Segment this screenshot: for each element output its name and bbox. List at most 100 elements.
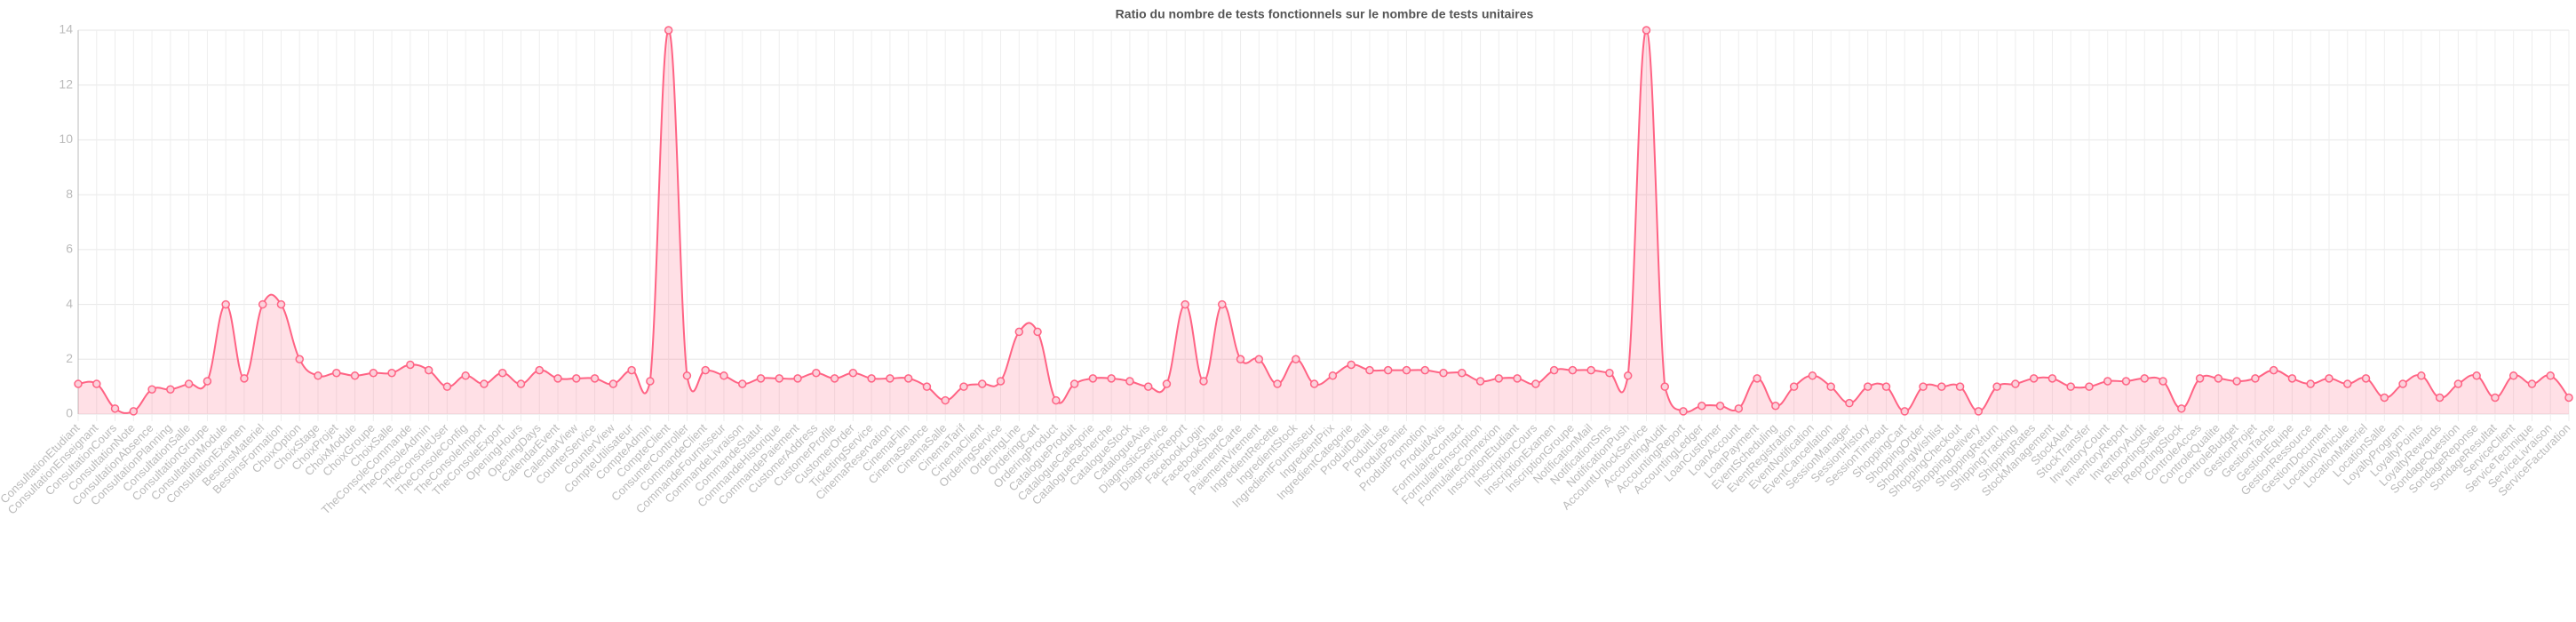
point — [737, 379, 747, 388]
point — [903, 374, 913, 383]
point — [1014, 327, 1024, 337]
point — [2564, 393, 2573, 403]
point — [1623, 371, 1633, 380]
point — [608, 379, 618, 388]
area — [78, 29, 2569, 414]
point — [350, 371, 360, 380]
point — [1513, 374, 1522, 383]
point — [572, 374, 581, 383]
point — [1181, 299, 1189, 309]
point — [2527, 379, 2537, 388]
point — [461, 371, 470, 380]
point — [406, 360, 415, 370]
point — [2159, 377, 2167, 386]
point — [2380, 393, 2389, 403]
point — [442, 382, 452, 391]
point — [1162, 379, 1172, 388]
point — [203, 377, 212, 386]
y-tick-label: 4 — [66, 296, 73, 310]
point — [1402, 365, 1411, 375]
point — [1771, 401, 1780, 411]
point — [1088, 374, 1098, 383]
point — [1845, 398, 1854, 408]
line — [77, 28, 2570, 414]
point — [2343, 379, 2352, 388]
point — [682, 371, 692, 380]
point — [1439, 368, 1448, 378]
point — [1568, 365, 1578, 375]
point — [1309, 379, 1319, 388]
point — [1254, 355, 1264, 364]
point — [129, 407, 139, 416]
point — [92, 379, 101, 388]
point — [1919, 382, 1928, 391]
point — [1347, 360, 1356, 370]
point — [701, 365, 710, 375]
point — [1974, 407, 1984, 416]
point — [1052, 395, 1061, 405]
point — [1697, 401, 1706, 411]
point — [2011, 379, 2020, 388]
point — [1125, 377, 1134, 386]
point — [2325, 374, 2334, 383]
point — [110, 404, 120, 413]
point — [1328, 371, 1338, 380]
point — [996, 377, 1006, 386]
point — [2472, 371, 2481, 380]
point — [775, 374, 784, 383]
point — [1955, 382, 1965, 391]
point — [1292, 355, 1300, 364]
point — [1420, 365, 1429, 375]
point — [1992, 382, 2001, 391]
point — [1458, 368, 1467, 378]
point — [2085, 382, 2094, 391]
point — [2508, 371, 2518, 380]
point — [480, 379, 489, 388]
point — [830, 374, 839, 383]
point — [664, 26, 673, 35]
point — [74, 379, 83, 388]
point — [2214, 374, 2223, 383]
point — [2047, 374, 2057, 383]
point — [1642, 26, 1651, 35]
point — [922, 382, 932, 391]
point — [387, 368, 396, 378]
point — [1199, 377, 1208, 386]
point — [2453, 379, 2463, 388]
point — [332, 368, 341, 378]
point — [1143, 382, 1153, 391]
point — [2177, 404, 2186, 413]
point — [2195, 374, 2205, 383]
point — [2029, 374, 2039, 383]
point — [1679, 407, 1688, 416]
point — [1475, 377, 1485, 386]
point — [240, 374, 249, 383]
point — [1660, 382, 1670, 391]
point — [1881, 382, 1891, 391]
point — [258, 299, 267, 309]
point — [1236, 355, 1245, 364]
point — [295, 355, 304, 364]
point — [627, 365, 636, 375]
point — [1937, 382, 1946, 391]
point — [2232, 377, 2241, 386]
y-tick-label: 12 — [59, 76, 73, 91]
point — [497, 368, 507, 378]
point — [2546, 371, 2555, 380]
point — [1734, 404, 1744, 413]
point — [1715, 401, 1725, 411]
point — [2121, 377, 2131, 386]
point — [1605, 368, 1614, 378]
point — [1383, 365, 1393, 375]
point — [2066, 382, 2075, 391]
point — [1069, 379, 1079, 388]
point — [2269, 365, 2278, 375]
point — [1218, 299, 1227, 309]
point — [941, 395, 950, 405]
point — [793, 374, 802, 383]
point — [1273, 379, 1282, 388]
point — [2491, 393, 2500, 403]
point — [2287, 374, 2297, 383]
point — [2103, 377, 2112, 386]
